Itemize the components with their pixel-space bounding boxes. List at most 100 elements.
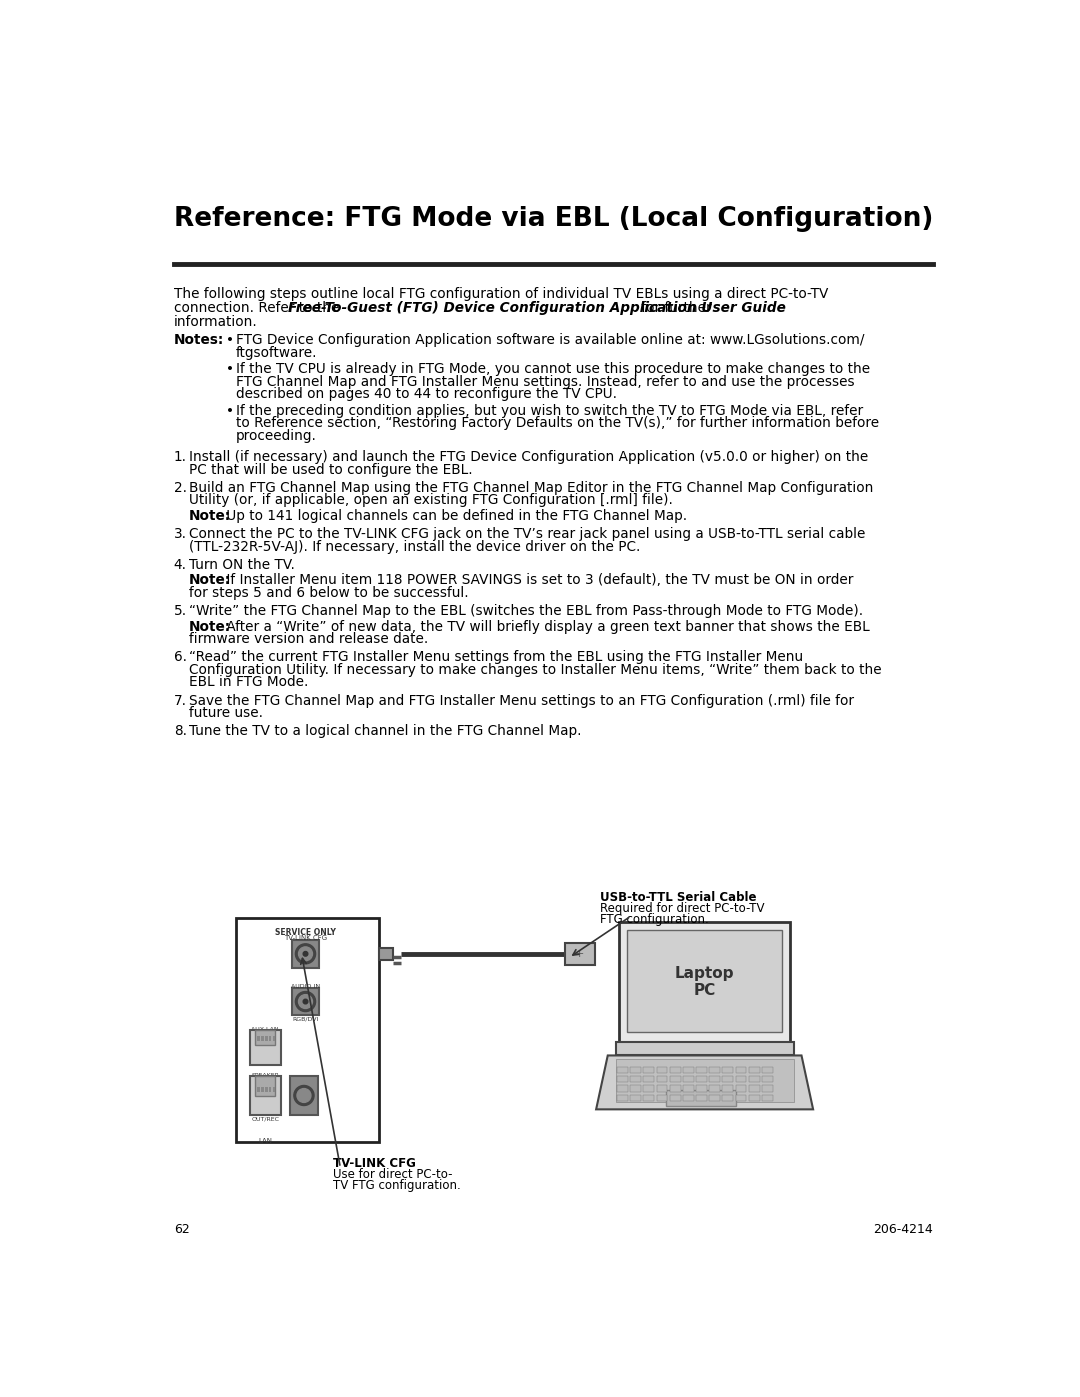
- Bar: [255, 1076, 275, 1097]
- Bar: [657, 1085, 667, 1091]
- Text: AUDIO IN: AUDIO IN: [291, 985, 320, 989]
- Bar: [683, 1076, 693, 1083]
- Text: 4.: 4.: [174, 557, 187, 571]
- Bar: [670, 1085, 680, 1091]
- Bar: [748, 1076, 759, 1083]
- Text: TV-LINK CFG: TV-LINK CFG: [333, 1157, 416, 1171]
- Text: If the preceding condition applies, but you wish to switch the TV to FTG Mode vi: If the preceding condition applies, but …: [235, 404, 863, 418]
- Bar: [261, 1087, 264, 1091]
- Text: Turn ON the TV.: Turn ON the TV.: [189, 557, 295, 571]
- Text: FTG Device Configuration Application software is available online at: www.LGsolu: FTG Device Configuration Application sof…: [235, 334, 864, 348]
- Bar: [379, 947, 393, 960]
- Bar: [762, 1067, 773, 1073]
- Text: Note:: Note:: [189, 509, 231, 522]
- Polygon shape: [619, 922, 789, 1042]
- Text: ftgsoftware.: ftgsoftware.: [235, 345, 318, 359]
- Text: 206-4214: 206-4214: [874, 1222, 933, 1235]
- Bar: [697, 1085, 707, 1091]
- Text: for further: for further: [637, 300, 712, 314]
- Bar: [631, 1076, 642, 1083]
- Text: SPEAKER: SPEAKER: [252, 1073, 279, 1077]
- Bar: [565, 943, 595, 964]
- Bar: [292, 940, 320, 968]
- Bar: [269, 1037, 271, 1041]
- Bar: [644, 1067, 654, 1073]
- Bar: [697, 1076, 707, 1083]
- Text: USB-to-TTL Serial Cable: USB-to-TTL Serial Cable: [600, 891, 756, 904]
- Bar: [735, 1076, 746, 1083]
- Polygon shape: [596, 1056, 813, 1109]
- Bar: [249, 1030, 281, 1066]
- Bar: [723, 1085, 733, 1091]
- Bar: [273, 1037, 275, 1041]
- Circle shape: [298, 995, 312, 1009]
- Bar: [735, 1067, 746, 1073]
- Text: Up to 141 logical channels can be defined in the FTG Channel Map.: Up to 141 logical channels can be define…: [221, 509, 687, 522]
- Bar: [666, 1090, 735, 1105]
- Text: TV-LINK CFG: TV-LINK CFG: [284, 936, 327, 942]
- Bar: [710, 1085, 720, 1091]
- Circle shape: [296, 944, 315, 964]
- Bar: [631, 1067, 642, 1073]
- Text: Tune the TV to a logical channel in the FTG Channel Map.: Tune the TV to a logical channel in the …: [189, 725, 582, 739]
- Text: •: •: [227, 404, 234, 418]
- Text: (TTL-232R-5V-AJ). If necessary, install the device driver on the PC.: (TTL-232R-5V-AJ). If necessary, install …: [189, 539, 640, 553]
- Bar: [697, 1067, 707, 1073]
- Text: 5.: 5.: [174, 605, 187, 619]
- Bar: [723, 1095, 733, 1101]
- Text: information.: information.: [174, 314, 257, 328]
- Bar: [292, 988, 320, 1016]
- Text: If the TV CPU is already in FTG Mode, you cannot use this procedure to make chan: If the TV CPU is already in FTG Mode, yo…: [235, 362, 869, 376]
- Bar: [631, 1085, 642, 1091]
- Text: Configuration Utility. If necessary to make changes to Installer Menu items, “Wr: Configuration Utility. If necessary to m…: [189, 662, 882, 676]
- Bar: [683, 1085, 693, 1091]
- Bar: [255, 1030, 275, 1045]
- Text: described on pages 40 to 44 to reconfigure the TV CPU.: described on pages 40 to 44 to reconfigu…: [235, 387, 617, 401]
- Text: Connect the PC to the TV-LINK CFG jack on the TV’s rear jack panel using a USB-t: Connect the PC to the TV-LINK CFG jack o…: [189, 527, 866, 541]
- Text: Utility (or, if applicable, open an existing FTG Configuration [.rml] file).: Utility (or, if applicable, open an exis…: [189, 493, 673, 507]
- Text: 3.: 3.: [174, 527, 187, 541]
- Bar: [735, 1085, 746, 1091]
- Text: Install (if necessary) and launch the FTG Device Configuration Application (v5.0: Install (if necessary) and launch the FT…: [189, 450, 868, 464]
- Text: •: •: [227, 362, 234, 376]
- Circle shape: [297, 1088, 311, 1102]
- Text: TV FTG configuration.: TV FTG configuration.: [333, 1179, 460, 1192]
- Text: The following steps outline local FTG configuration of individual TV EBLs using : The following steps outline local FTG co…: [174, 286, 828, 300]
- Bar: [748, 1085, 759, 1091]
- Bar: [261, 1037, 264, 1041]
- Text: If Installer Menu item 118 POWER SAVINGS is set to 3 (default), the TV must be O: If Installer Menu item 118 POWER SAVINGS…: [221, 573, 853, 587]
- Text: Free-To-Guest (FTG) Device Configuration Application User Guide: Free-To-Guest (FTG) Device Configuration…: [288, 300, 786, 314]
- Text: LAN: LAN: [258, 1137, 272, 1144]
- Text: proceeding.: proceeding.: [235, 429, 316, 443]
- Text: AUX LAN: AUX LAN: [252, 1027, 279, 1031]
- Bar: [631, 1095, 642, 1101]
- Text: 62: 62: [174, 1222, 189, 1235]
- Text: Note:: Note:: [189, 573, 231, 587]
- Bar: [697, 1095, 707, 1101]
- Bar: [762, 1085, 773, 1091]
- Bar: [617, 1076, 627, 1083]
- Bar: [616, 1042, 794, 1056]
- Circle shape: [303, 951, 308, 956]
- Text: 7.: 7.: [174, 693, 187, 707]
- Text: 1.: 1.: [174, 450, 187, 464]
- Bar: [723, 1067, 733, 1073]
- Bar: [273, 1087, 275, 1091]
- Bar: [748, 1067, 759, 1073]
- Bar: [291, 1076, 318, 1115]
- Bar: [266, 1037, 268, 1041]
- Bar: [627, 930, 782, 1032]
- Circle shape: [298, 947, 312, 961]
- Text: EBL in FTG Mode.: EBL in FTG Mode.: [189, 675, 309, 689]
- Text: +: +: [576, 949, 584, 958]
- Text: FTG configuration.: FTG configuration.: [600, 914, 708, 926]
- Text: Build an FTG Channel Map using the FTG Channel Map Editor in the FTG Channel Map: Build an FTG Channel Map using the FTG C…: [189, 481, 874, 495]
- Bar: [657, 1067, 667, 1073]
- Bar: [644, 1095, 654, 1101]
- Text: •: •: [227, 334, 234, 348]
- Text: Laptop
PC: Laptop PC: [675, 965, 734, 997]
- Text: “Write” the FTG Channel Map to the EBL (switches the EBL from Pass-through Mode : “Write” the FTG Channel Map to the EBL (…: [189, 605, 863, 619]
- Bar: [257, 1037, 260, 1041]
- Bar: [249, 1076, 281, 1115]
- Text: 8.: 8.: [174, 725, 187, 739]
